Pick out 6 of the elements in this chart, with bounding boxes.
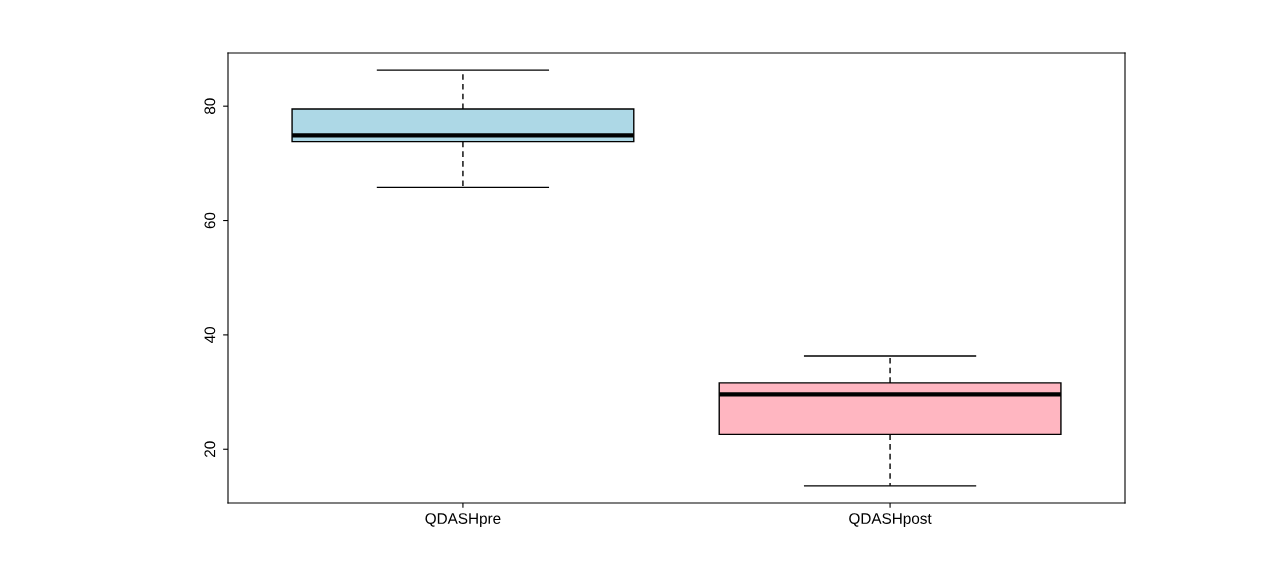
y-tick-label: 80 xyxy=(204,98,216,115)
y-tick-label: 40 xyxy=(204,326,216,344)
x-tick-label: QDASHpre xyxy=(425,513,501,527)
y-tick-label: 60 xyxy=(204,212,216,229)
y-tick-label: 20 xyxy=(204,441,216,457)
x-tick-label: QDASHpost xyxy=(849,513,932,527)
